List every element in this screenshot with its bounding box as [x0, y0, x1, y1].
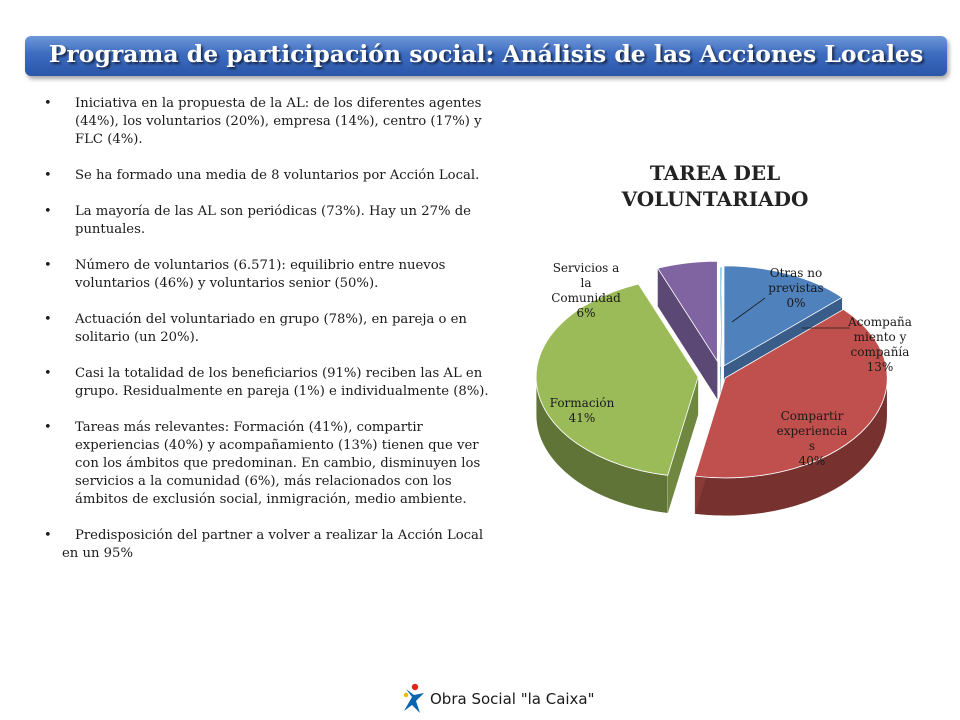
pie-label-compartir-experiencia-s: Compartir experiencia s 40% [777, 409, 848, 468]
pie-category-label-line: Formación [550, 396, 615, 410]
pie-category-label-line: miento y [854, 330, 907, 344]
pie-category-label-line: s [809, 439, 815, 453]
bullet-item: Se ha formado una media de 8 voluntarios… [42, 167, 502, 185]
title-bar: Programa de participación social: Anális… [25, 36, 947, 76]
pie-labels: Acompaña miento y compañía 13% Compartir expe… [550, 261, 912, 468]
bullet-item: Tareas más relevantes: Formación (41%), … [42, 419, 502, 509]
bullet-item: Casi la totalidad de los beneficiarios (… [42, 365, 502, 401]
pie-value-label: 41% [569, 411, 596, 425]
pie-value-label: 13% [867, 360, 894, 374]
pie-slice-top [657, 260, 718, 363]
star-logo-icon [403, 683, 424, 713]
bullet-item: Actuación del voluntariado en grupo (78%… [42, 311, 502, 347]
pie-slice-top [719, 266, 723, 368]
pie-slice-formacion [535, 283, 699, 514]
pie-category-label-line: Servicios a [553, 261, 620, 275]
pie-slice-compartir-experiencia-s [694, 308, 888, 517]
pie-slice-top [694, 308, 888, 479]
pie-category-label-line: previstas [768, 281, 823, 295]
pie-slice-wall [667, 377, 699, 514]
bullet-item: Predisposición del partner a volver a re… [42, 527, 502, 563]
bullet-item: La mayoría de las AL son periódicas (73%… [42, 203, 502, 239]
slide-title: Programa de participación social: Anális… [48, 40, 924, 68]
pie-label-formacion: Formación 41% [550, 396, 615, 425]
bullet-list: Iniciativa en la propuesta de la AL: de … [42, 95, 502, 581]
pie-category-label-line: Otras no [770, 266, 822, 280]
pie-category-label-line: Acompaña [847, 315, 912, 329]
pie-label-servicios-a-la-comunidad: Servicios a la Comunidad 6% [551, 261, 621, 320]
pie-slice-otras-no-previstas [719, 266, 723, 406]
pie-value-label: 40% [799, 454, 826, 468]
pie-slices [535, 260, 888, 517]
pie-slice-wall [657, 268, 718, 400]
bullet-item-text: Predisposición del partner a volver a re… [62, 528, 484, 561]
pie-label-acompana-miento-y-compania: Acompaña miento y compañía 13% [847, 315, 912, 374]
obra-social-logo: Obra Social "la Caixa" [403, 683, 595, 713]
pie-category-label-line: experiencia [777, 424, 848, 438]
pie-value-label: 0% [786, 296, 805, 310]
pie-leader-lines [731, 297, 850, 329]
pie-label-otras-no-previstas: Otras no previstas 0% [768, 266, 823, 310]
pie-chart: Acompaña miento y compañía 13% Compartir expe… [535, 260, 912, 517]
bullet-item: Número de voluntarios (6.571): equilibri… [42, 257, 502, 293]
pie-category-label-line: Compartir [781, 409, 844, 423]
pie-category-label-line: Comunidad [551, 291, 621, 305]
pie-category-label-line: la [581, 276, 592, 290]
pie-category-label-line: compañía [851, 345, 910, 359]
pie-slice-top [535, 283, 699, 476]
pie-value-label: 6% [576, 306, 595, 320]
leader-line-otras [731, 297, 766, 323]
bullet-item: Iniciativa en la propuesta de la AL: de … [42, 95, 502, 149]
footer-brand-text: Obra Social "la Caixa" [430, 690, 595, 708]
pie-slice-top [723, 265, 843, 367]
chart-title: TAREA DEL VOLUNTARIADO [621, 161, 809, 211]
pie-slice-servicios-a-la-comunidad [657, 260, 718, 400]
